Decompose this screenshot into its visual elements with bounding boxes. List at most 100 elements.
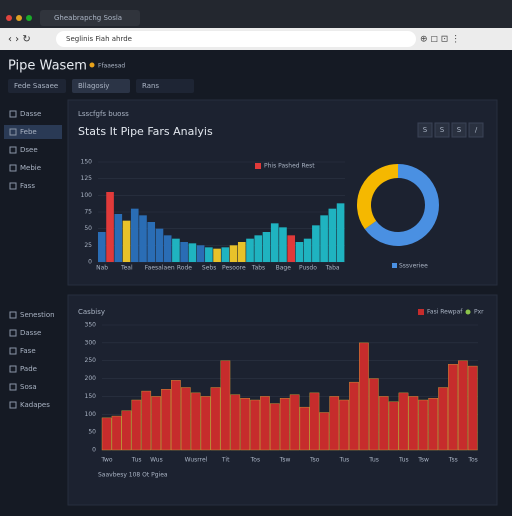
bar xyxy=(279,398,290,451)
nav-icons[interactable]: ‹ › ↻ xyxy=(8,34,31,45)
legend-swatch xyxy=(418,309,424,315)
bar xyxy=(320,215,328,262)
bar xyxy=(438,387,448,451)
donut-segment xyxy=(357,164,399,230)
tool-label[interactable]: S xyxy=(440,126,445,134)
bar xyxy=(287,235,295,262)
address-bar[interactable] xyxy=(56,31,416,47)
tool-label[interactable]: / xyxy=(475,126,478,134)
bar xyxy=(329,396,340,451)
bar xyxy=(295,242,304,262)
icon xyxy=(9,128,17,136)
nav-item[interactable]: Dsee xyxy=(20,146,38,154)
legend-label: Fasi Rewpaf xyxy=(427,309,463,316)
legend-label: Phis Pashed Rest xyxy=(264,163,315,170)
bar xyxy=(131,399,142,451)
y-tick-label: 25 xyxy=(84,242,92,249)
icon xyxy=(9,110,17,118)
icon xyxy=(9,401,17,409)
close-dot[interactable] xyxy=(6,15,12,21)
bar xyxy=(467,365,478,451)
y-tick-label: 250 xyxy=(85,357,97,364)
nav-item[interactable]: Mebie xyxy=(20,164,41,172)
x-tick-label: Rode xyxy=(177,265,192,272)
icon xyxy=(9,164,17,172)
tool-button[interactable] xyxy=(434,122,450,138)
x-tick-label: Tsw xyxy=(279,457,291,464)
tool-button[interactable] xyxy=(417,122,433,138)
x-tick-label: Faesalaen xyxy=(145,265,175,272)
tab-button[interactable] xyxy=(72,79,130,93)
x-tick-label: Wusrrel xyxy=(185,457,208,464)
bar xyxy=(196,245,205,262)
bar xyxy=(303,238,312,262)
bar xyxy=(213,248,221,262)
bar xyxy=(237,242,246,262)
bar xyxy=(270,403,280,451)
bar xyxy=(230,394,241,451)
y-tick-label: 100 xyxy=(81,192,93,199)
bar xyxy=(279,227,287,262)
tab-button[interactable] xyxy=(136,79,194,93)
tab-button[interactable] xyxy=(8,79,66,93)
app-title: Pipe Wasem xyxy=(8,59,87,74)
x-tick-label: Tos xyxy=(250,457,260,464)
max-dot[interactable] xyxy=(26,15,32,21)
bar xyxy=(111,415,122,451)
tab[interactable] xyxy=(40,10,140,26)
x-tick-label: Tso xyxy=(309,457,320,464)
bar xyxy=(190,392,201,451)
min-dot[interactable] xyxy=(16,15,22,21)
x-tick-label: Tus xyxy=(368,457,379,464)
tool-button[interactable] xyxy=(468,122,484,138)
y-tick-label: 350 xyxy=(85,322,97,329)
nav-item[interactable]: Dasse xyxy=(20,110,41,118)
x-tick-label: Tus xyxy=(398,457,409,464)
x-tick-label: Tus xyxy=(131,457,142,464)
bar xyxy=(180,387,191,451)
bar xyxy=(147,222,156,262)
bar xyxy=(106,192,114,262)
nav-item[interactable]: Dasse xyxy=(20,329,41,337)
bar xyxy=(254,235,263,262)
x-tick-label: Teal xyxy=(120,265,133,272)
nav-item[interactable]: Fase xyxy=(20,347,36,355)
tab-label[interactable]: Fede Sasaee xyxy=(14,82,58,90)
tab-label[interactable]: Bllagosiy xyxy=(78,82,109,90)
tool-button[interactable] xyxy=(451,122,467,138)
icon xyxy=(9,365,17,373)
bar xyxy=(141,390,152,451)
x-axis-label: Saavbesy 108 Ot Pgiea xyxy=(98,472,168,479)
y-tick-label: 50 xyxy=(88,429,96,436)
bar xyxy=(328,208,337,262)
bar xyxy=(155,228,164,262)
y-tick-label: 0 xyxy=(88,259,92,266)
bar xyxy=(171,380,181,451)
x-tick-label: Tss xyxy=(448,457,458,464)
tool-label[interactable]: S xyxy=(423,126,428,134)
tab-label[interactable]: Rans xyxy=(142,82,159,90)
nav-item[interactable]: Pade xyxy=(20,365,37,373)
bar xyxy=(388,401,399,451)
nav-item[interactable]: Sosa xyxy=(20,383,37,391)
donut-segment xyxy=(364,164,439,246)
toolbar-icons[interactable]: ⊕ ◻ ⊡ ⋮ xyxy=(420,35,460,45)
legend-label: Pxr xyxy=(474,309,484,316)
nav-item[interactable]: Kadapes xyxy=(20,401,50,409)
nav-item[interactable]: Fass xyxy=(20,182,35,190)
x-tick-label: Tus xyxy=(339,457,350,464)
nav-item[interactable]: Senestion xyxy=(20,311,55,319)
bar xyxy=(336,203,345,262)
legend-swatch xyxy=(392,263,397,268)
x-tick-label: Tabs xyxy=(251,265,265,272)
bar xyxy=(240,398,251,451)
tool-label[interactable]: S xyxy=(457,126,462,134)
nav-item[interactable]: Febe xyxy=(20,128,37,136)
icon xyxy=(9,311,17,319)
bar xyxy=(130,208,139,262)
x-tick-label: Sebs xyxy=(202,265,216,272)
bar xyxy=(339,399,349,451)
legend-label: Sssveriee xyxy=(399,263,428,270)
bar xyxy=(398,392,409,451)
